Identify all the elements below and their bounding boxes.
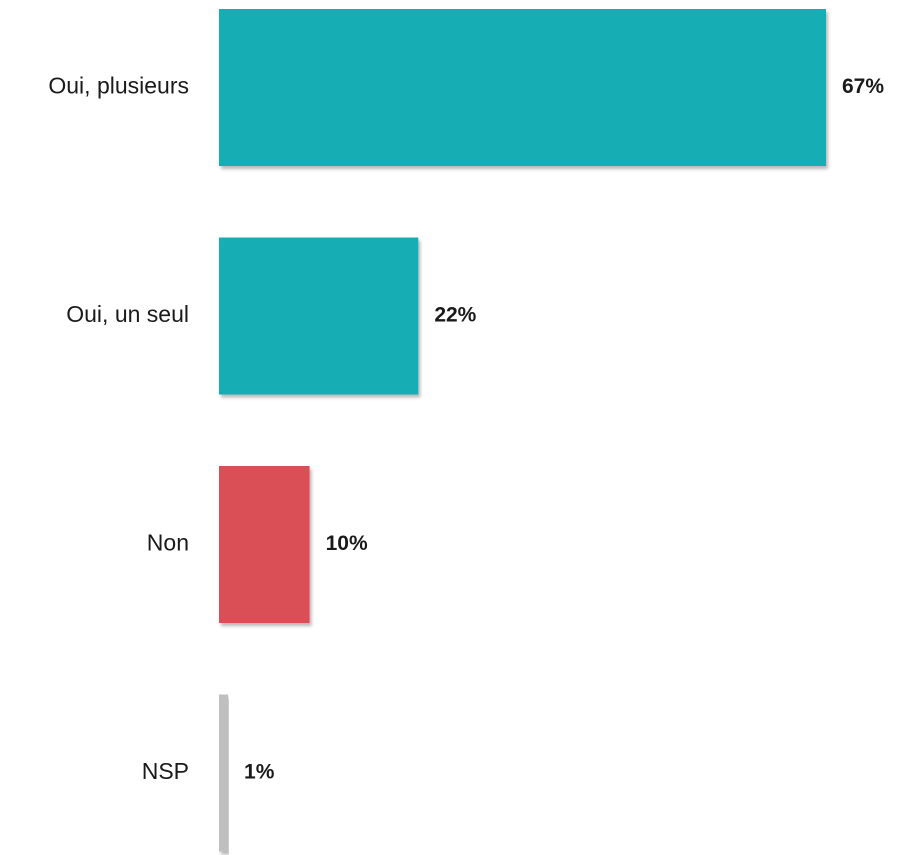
labels-group: Oui, plusieurs 67% Oui, un seul 22% Non 10% NS… [48,73,884,785]
category-label-2: Non [147,530,189,556]
value-label-0: 67% [842,75,884,98]
value-label-2: 10% [326,532,368,555]
bar-1 [219,237,419,395]
value-label-1: 22% [434,304,476,327]
bar-0 [219,9,826,166]
category-label-1: Oui, un seul [66,301,189,327]
bars-group [219,9,826,852]
category-label-0: Oui, plusieurs [48,73,189,99]
category-label-3: NSP [142,758,189,784]
bar-3 [219,694,229,852]
value-label-3: 1% [244,761,275,784]
bar-2 [219,466,310,623]
